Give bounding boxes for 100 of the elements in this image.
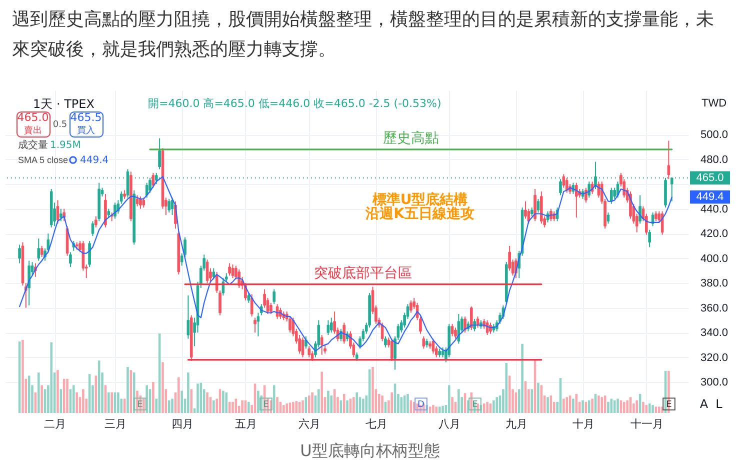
candlestick [667,140,670,180]
bar [257,390,260,413]
candlestick [168,198,170,214]
x-tick-label: 八月 [438,418,461,430]
bar [126,366,129,413]
bar [362,398,364,413]
bar [451,397,454,413]
candlestick [94,216,98,228]
candlestick [139,196,142,210]
candlestick [524,200,527,220]
candlestick [508,245,511,272]
candlestick [40,245,44,258]
bar [668,370,670,413]
bar [600,397,604,413]
annotation: 買入 [77,125,95,136]
y-tick-label: 360.0 [700,302,728,314]
bar [346,400,348,413]
candlestick [288,316,292,334]
bar [435,406,438,413]
bar [72,385,75,413]
bar [540,385,543,413]
bar [476,403,479,413]
candlestick [231,264,234,279]
bar [448,385,450,413]
candlestick [276,304,279,320]
bar [530,389,534,413]
candlestick [473,318,476,332]
y-tick-label: 320.0 [700,352,728,364]
candlestick [464,316,466,334]
candlestick [18,244,21,264]
candlestick [272,288,276,305]
annotation: 465.0 [17,111,49,124]
y-tick-label: 500.0 [700,129,728,142]
bar [178,377,180,413]
candlestick [304,336,308,350]
bar [458,389,460,413]
bar [482,403,486,413]
bar [320,372,323,413]
annotation: 開=460.0 高=465.0 低=446.0 收=465.0 -2.5 (-0.53%) [148,97,442,110]
annotation: 賣出 [24,125,42,136]
candlestick [170,197,174,216]
candlestick [629,190,632,220]
candlestick [206,259,209,284]
bar [225,392,228,413]
bar [241,400,244,413]
bar [302,400,304,413]
candlestick [390,338,394,362]
candlestick [88,240,91,268]
bar [496,397,498,413]
candlestick [152,172,155,188]
candlestick [660,210,664,236]
bar [588,400,590,413]
bar [566,397,568,413]
annotation: E [472,400,478,410]
ref-line-label: 465.0 [696,172,724,184]
bar [50,342,53,413]
chart-title: 遇到歷史高點的壓力阻撓，股價開始橫盤整理，橫盤整理的目的是累積新的支撐量能，未來突破後，就是我們熟悉的壓力轉支撐。 [12,9,714,60]
bar [162,362,164,413]
candlestick [550,208,552,222]
bar [206,392,208,413]
bar [292,402,294,413]
bar [282,405,285,413]
candlestick [432,338,435,354]
candlestick [301,337,304,358]
bar [562,398,565,413]
candlestick [654,210,658,222]
candlestick [384,336,387,348]
bar [572,398,574,413]
bar [442,406,444,413]
candlestick [536,198,540,214]
bar [356,392,358,413]
bar [406,394,409,413]
annotation: D [418,400,425,410]
bar [505,362,508,413]
x-tick-label: 九月 [505,418,528,430]
bar [82,389,84,413]
bar [232,402,234,413]
bar [636,400,638,413]
bar [390,392,393,413]
x-tick-label: 十月 [572,418,594,430]
candlestick [136,194,139,207]
bar [187,372,190,413]
candlestick [565,177,568,194]
bar [222,390,224,413]
bar [537,382,540,413]
bar [76,392,78,413]
bar [626,400,628,413]
x-tick-label: 三月 [104,418,127,430]
y-tick-label: 480.0 [700,154,728,166]
bar [486,402,488,413]
bar [598,396,600,413]
candlestick [638,194,642,224]
candlestick [594,161,597,190]
bar [152,382,154,413]
series-label: 歷史高點 [382,130,439,146]
y-tick-label: 300.0 [700,376,728,389]
bar [117,392,120,413]
candlestick [454,327,457,340]
bar [66,378,68,413]
candlestick [559,178,562,196]
